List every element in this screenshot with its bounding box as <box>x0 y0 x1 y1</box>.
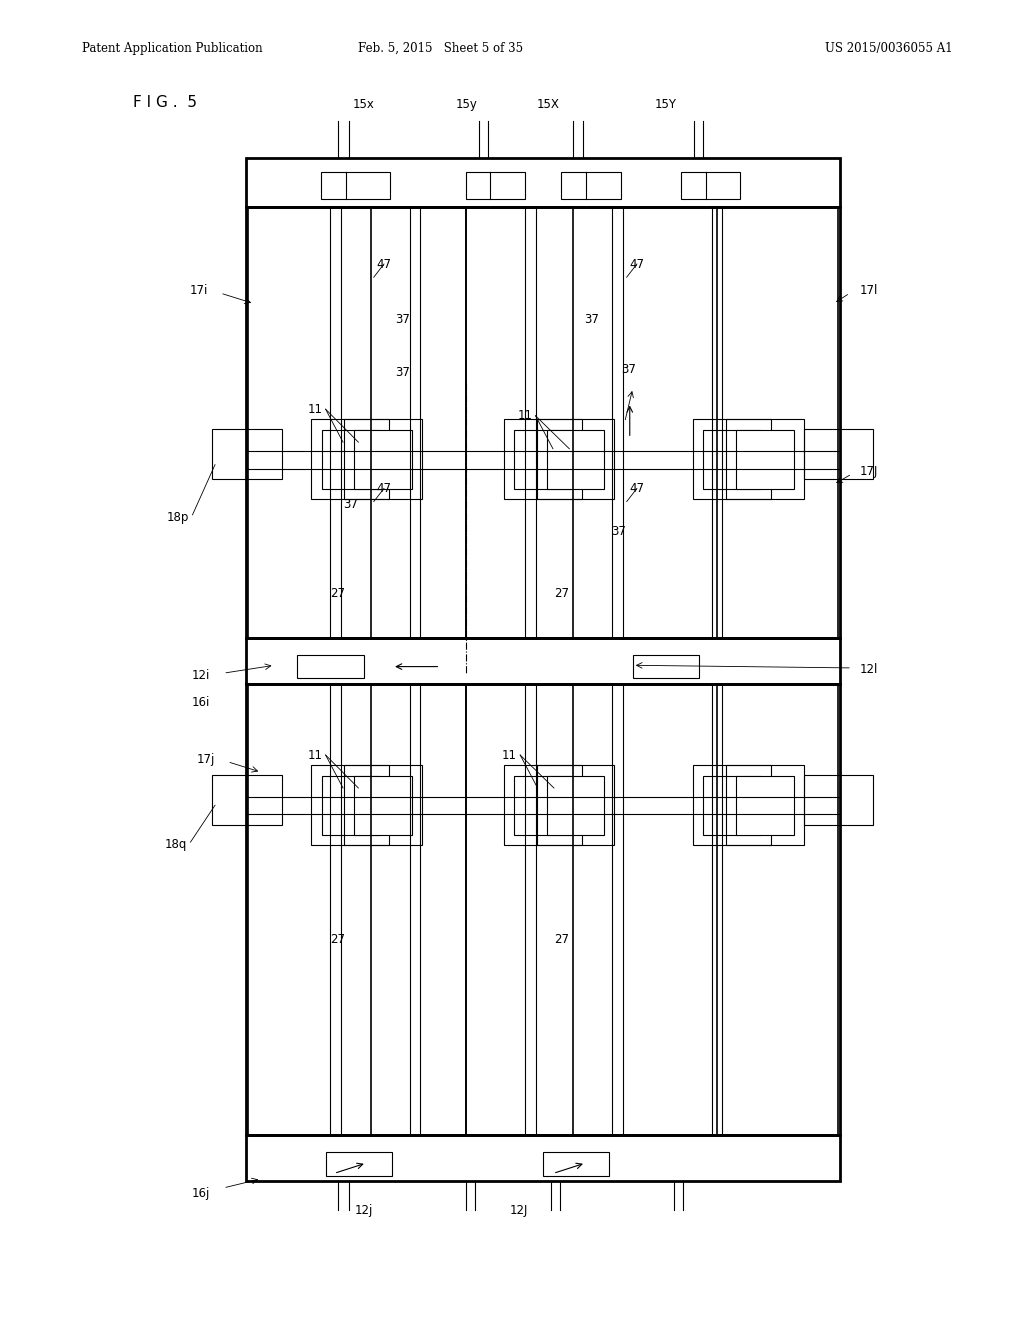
Bar <box>543 1152 609 1176</box>
Bar <box>466 684 838 1135</box>
Text: 37: 37 <box>395 313 410 326</box>
Bar <box>311 766 389 845</box>
Bar <box>246 158 840 207</box>
Text: F I G .  5: F I G . 5 <box>133 95 197 110</box>
Bar <box>726 420 804 499</box>
Bar <box>804 429 873 479</box>
Text: 16i: 16i <box>191 696 210 709</box>
Bar <box>561 172 621 199</box>
Text: 11: 11 <box>502 748 517 762</box>
Text: 15Y: 15Y <box>654 98 677 111</box>
Bar <box>246 1135 840 1181</box>
Text: 47: 47 <box>377 482 392 495</box>
Text: 37: 37 <box>611 525 626 539</box>
Bar <box>212 429 282 479</box>
Bar <box>547 776 604 834</box>
Text: 27: 27 <box>331 933 345 946</box>
Bar <box>297 655 364 678</box>
Bar <box>547 430 604 488</box>
Bar <box>736 430 794 488</box>
Text: 12i: 12i <box>191 669 210 682</box>
Text: 17j: 17j <box>197 752 215 766</box>
Bar <box>466 172 525 199</box>
Text: Patent Application Publication: Patent Application Publication <box>82 42 262 55</box>
Text: 12l: 12l <box>860 663 879 676</box>
Bar <box>321 172 390 199</box>
Text: 16j: 16j <box>191 1187 210 1200</box>
Bar <box>693 420 771 499</box>
Bar <box>246 638 840 684</box>
Bar <box>693 766 771 845</box>
Bar <box>246 684 840 1135</box>
Bar <box>703 430 761 488</box>
Bar <box>248 207 466 638</box>
Bar <box>344 766 422 845</box>
Bar <box>344 420 422 499</box>
Bar <box>681 172 740 199</box>
Bar <box>311 420 389 499</box>
Bar <box>537 420 614 499</box>
Text: 12j: 12j <box>354 1204 373 1217</box>
Text: 47: 47 <box>377 257 392 271</box>
Bar <box>703 776 761 834</box>
Text: 15y: 15y <box>456 98 478 111</box>
Text: 17l: 17l <box>860 284 879 297</box>
Bar <box>514 776 571 834</box>
Text: 17J: 17J <box>860 465 879 478</box>
Text: 15X: 15X <box>537 98 559 111</box>
Bar <box>514 430 571 488</box>
Text: 15x: 15x <box>352 98 375 111</box>
Text: 18p: 18p <box>167 511 189 524</box>
Text: 27: 27 <box>554 933 568 946</box>
Bar <box>354 776 412 834</box>
Text: 47: 47 <box>630 257 645 271</box>
Text: 12J: 12J <box>510 1204 528 1217</box>
Text: 18q: 18q <box>165 838 187 851</box>
Bar <box>804 775 873 825</box>
Text: 37: 37 <box>622 363 637 376</box>
Text: 47: 47 <box>630 482 645 495</box>
Bar <box>212 775 282 825</box>
Bar <box>504 420 582 499</box>
Text: 37: 37 <box>585 313 599 326</box>
Text: 11: 11 <box>517 409 532 422</box>
Bar <box>504 766 582 845</box>
Text: Feb. 5, 2015   Sheet 5 of 35: Feb. 5, 2015 Sheet 5 of 35 <box>357 42 523 55</box>
Bar <box>246 207 840 638</box>
Bar <box>322 776 379 834</box>
Text: US 2015/0036055 A1: US 2015/0036055 A1 <box>824 42 952 55</box>
Bar <box>726 766 804 845</box>
Text: 17i: 17i <box>189 284 208 297</box>
Bar <box>736 776 794 834</box>
Bar <box>248 684 466 1135</box>
Bar <box>326 1152 392 1176</box>
Text: 11: 11 <box>307 748 323 762</box>
Bar <box>322 430 379 488</box>
Text: 27: 27 <box>331 587 345 601</box>
Text: 27: 27 <box>554 587 568 601</box>
Text: 37: 37 <box>395 366 410 379</box>
Bar <box>354 430 412 488</box>
Bar <box>633 655 699 678</box>
Text: 11: 11 <box>307 403 323 416</box>
Text: 37: 37 <box>343 498 357 511</box>
Bar <box>537 766 614 845</box>
Bar <box>466 207 838 638</box>
